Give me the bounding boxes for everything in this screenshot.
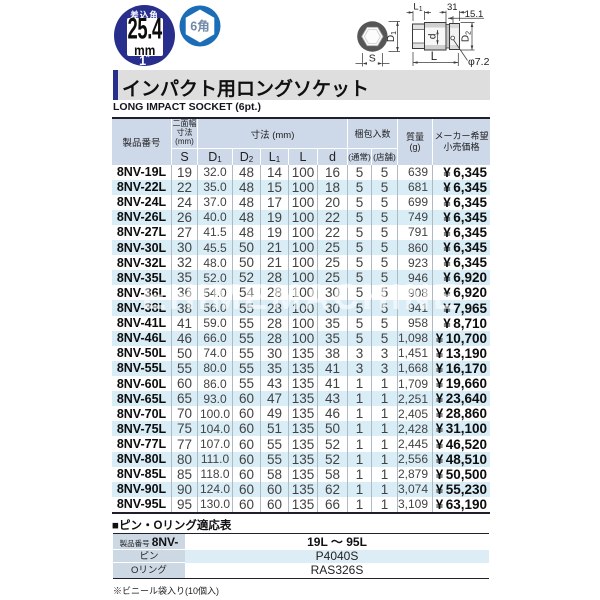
svg-text:d: d	[428, 34, 439, 40]
svg-text:31: 31	[447, 2, 458, 13]
svg-text:6角: 6角	[190, 19, 209, 34]
svg-text:φ7.2: φ7.2	[468, 56, 490, 68]
svg-text:L1: L1	[413, 2, 422, 13]
svg-text:D2: D2	[461, 31, 473, 42]
svg-text:15.1: 15.1	[465, 9, 484, 20]
svg-text:D1: D1	[386, 31, 398, 42]
svg-text:S: S	[369, 52, 376, 64]
svg-text:L: L	[431, 51, 438, 63]
